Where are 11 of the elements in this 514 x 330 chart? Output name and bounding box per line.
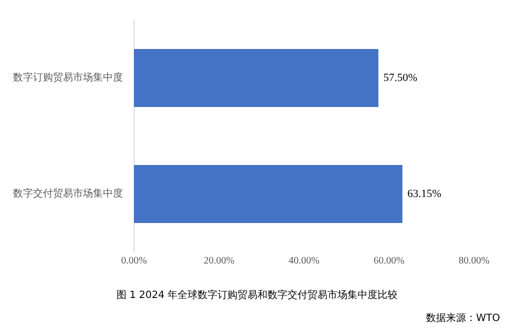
x-tick-label: 60.00%: [374, 256, 404, 267]
x-tick-label: 40.00%: [288, 256, 320, 267]
source-note: 数据来源：WTO: [426, 312, 500, 325]
y-tick-label: 数字订购贸易市场集中度: [13, 72, 123, 84]
x-tick-label: 20.00%: [204, 256, 234, 267]
data-label: 57.50%: [383, 72, 418, 84]
data-label: 63.15%: [407, 188, 442, 200]
x-tick-label: 80.00%: [458, 256, 490, 267]
y-tick-label: 数字交付贸易市场集中度: [13, 188, 123, 200]
x-tick-label: 0.00%: [121, 256, 147, 267]
text: 图 1 2024 年全球数字订购贸易和数字交付贸易市场集中度比较: [115, 288, 399, 302]
